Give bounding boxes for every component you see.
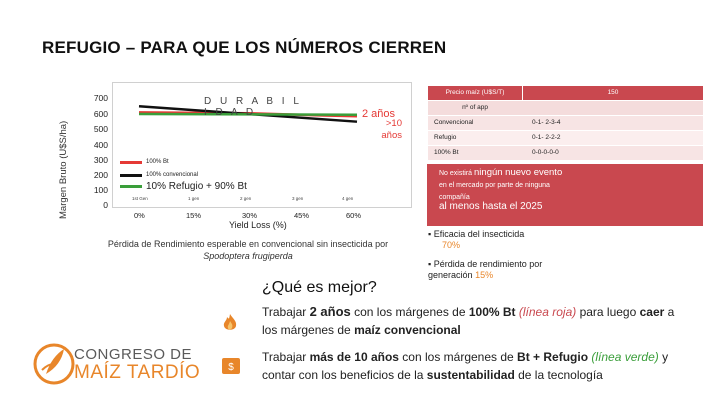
opt-part: con los márgenes de xyxy=(350,305,469,319)
opt-part: Bt + Refugio xyxy=(517,350,589,364)
opt-part: 100% Bt xyxy=(468,305,516,319)
option-1-text: Trabajar 2 años con los márgenes de 100%… xyxy=(262,303,682,339)
notice-part: No existirá xyxy=(439,170,475,177)
chart-caption: Pérdida de Rendimiento esperable en conv… xyxy=(92,238,404,262)
logo-line-1: CONGRESO DE xyxy=(74,346,193,363)
bullet-text: Eficacia del insecticida xyxy=(433,229,525,239)
opt-part: sustentabilidad xyxy=(426,368,515,382)
opt-part: con los márgenes de xyxy=(398,350,518,364)
durability-title: D U R A B I L I D A D xyxy=(204,96,302,118)
legend-refuge: 10% Refugio + 90% Bt xyxy=(146,181,247,192)
y-tick: 100 xyxy=(93,185,108,195)
bullet-value: 15% xyxy=(475,270,494,280)
table-header-left: Precio maíz (U$S/T) xyxy=(428,86,522,100)
opt-part: de la tecnología xyxy=(514,368,603,382)
chart-svg xyxy=(138,105,358,123)
generation-label: 1 gen xyxy=(188,196,200,201)
table-row: Convencional 0-1- 2-3-4 xyxy=(428,116,703,130)
x-axis-label: Yield Loss (%) xyxy=(229,220,287,230)
table-header-row: Precio maíz (U$S/T) 150 xyxy=(428,86,703,100)
y-tick: 700 xyxy=(93,93,108,103)
table-row: 100% Bt 0-0-0-0-0 xyxy=(428,146,703,160)
opt-part: Trabajar xyxy=(262,350,310,364)
bullet-value: 70% xyxy=(442,240,461,250)
opt-part: a los márgenes de xyxy=(262,305,675,337)
series-line-2 xyxy=(138,112,358,116)
y-tick: 0 xyxy=(103,200,108,210)
caption-text: Pérdida de Rendimiento esperable en conv… xyxy=(107,239,389,249)
legend-swatch-bt xyxy=(120,161,142,164)
y-tick: 400 xyxy=(93,140,108,150)
annotation-10-years-text: >10 años xyxy=(381,118,402,141)
y-axis-label-text: Margen Bruto (U$S/ha) xyxy=(58,120,69,219)
table-row-label: Convencional xyxy=(434,119,474,126)
annotation-10-years: >10 años xyxy=(374,118,402,142)
legend-conventional: 100% convencional xyxy=(146,172,199,178)
congress-logo: CONGRESO DE MAÍZ TARDÍO xyxy=(28,340,228,390)
table-subheader: nº of app xyxy=(462,104,488,111)
y-tick: 300 xyxy=(93,155,108,165)
bullet-text: Pérdida de rendimiento por generación xyxy=(428,259,543,280)
corn-logo-icon xyxy=(33,343,75,385)
y-tick: 500 xyxy=(93,124,108,134)
opt-part: y contar con los beneficios de la xyxy=(262,350,669,382)
opt-part: más de 10 años xyxy=(309,350,399,364)
bullet-yield-loss: ▪ Pérdida de rendimiento por generación … xyxy=(428,259,543,280)
opt-part: 2 años xyxy=(309,304,351,319)
generation-label: 2 gen xyxy=(240,196,252,201)
x-tick: 0% xyxy=(134,211,145,220)
x-tick: 30% xyxy=(242,211,258,220)
table-row: Refugio 0-1- 2-2-2 xyxy=(428,131,703,145)
opt-part: (línea roja) xyxy=(518,305,577,319)
table-row-value: 0-1- 2-2-2 xyxy=(532,134,561,141)
y-tick: 200 xyxy=(93,170,108,180)
generation-label: 1st Gen xyxy=(132,196,148,201)
y-tick: 600 xyxy=(93,109,108,119)
money-icon: $ xyxy=(221,356,240,374)
generation-label: 3 gen xyxy=(292,196,304,201)
table-subheader-row: nº of app xyxy=(428,101,703,115)
table-row-value: 0-0-0-0-0 xyxy=(532,149,559,156)
table-row-label: Refugio xyxy=(434,134,457,141)
notice-part: en el mercado por parte de ninguna compa… xyxy=(439,182,550,201)
legend-swatch-conventional xyxy=(120,174,142,177)
logo-line-2: MAÍZ TARDÍO xyxy=(74,362,201,383)
market-notice-date: al menos hasta el 2025 xyxy=(439,201,543,212)
generation-label: 4 gen xyxy=(342,196,354,201)
slide-title: REFUGIO – PARA QUE LOS NÚMEROS CIERREN xyxy=(42,38,447,57)
x-tick: 15% xyxy=(186,211,202,220)
question-heading: ¿Qué es mejor? xyxy=(262,279,377,296)
annotation-2-years: 2 años xyxy=(362,108,396,120)
market-notice-box: No existirá ningún nuevo evento en el me… xyxy=(427,164,703,226)
flame-icon xyxy=(221,313,239,331)
notice-part: ningún nuevo evento xyxy=(474,167,563,178)
opt-part: Trabajar xyxy=(262,305,310,319)
market-notice-text: No existirá ningún nuevo evento en el me… xyxy=(439,167,569,203)
legend-swatch-refuge xyxy=(120,185,142,188)
opt-part: caer xyxy=(639,305,665,319)
table-row-value: 0-1- 2-3-4 xyxy=(532,119,561,126)
opt-part: para luego xyxy=(576,305,640,319)
table-header-right: 150 xyxy=(523,86,703,100)
table-row-label: 100% Bt xyxy=(434,149,459,156)
x-tick: 45% xyxy=(294,211,310,220)
opt-part: maíz convencional xyxy=(354,323,461,337)
caption-species: Spodoptera frugiperda xyxy=(203,251,293,261)
bullet-insecticide: ▪ Eficacia del insecticida 70% xyxy=(428,229,525,250)
opt-part: (línea verde) xyxy=(591,350,659,364)
chart-plot-area xyxy=(112,82,412,208)
legend-bt: 100% Bt xyxy=(146,159,169,165)
svg-text:$: $ xyxy=(228,362,234,373)
option-2-text: Trabajar más de 10 años con los márgenes… xyxy=(262,348,682,384)
x-tick: 60% xyxy=(346,211,362,220)
